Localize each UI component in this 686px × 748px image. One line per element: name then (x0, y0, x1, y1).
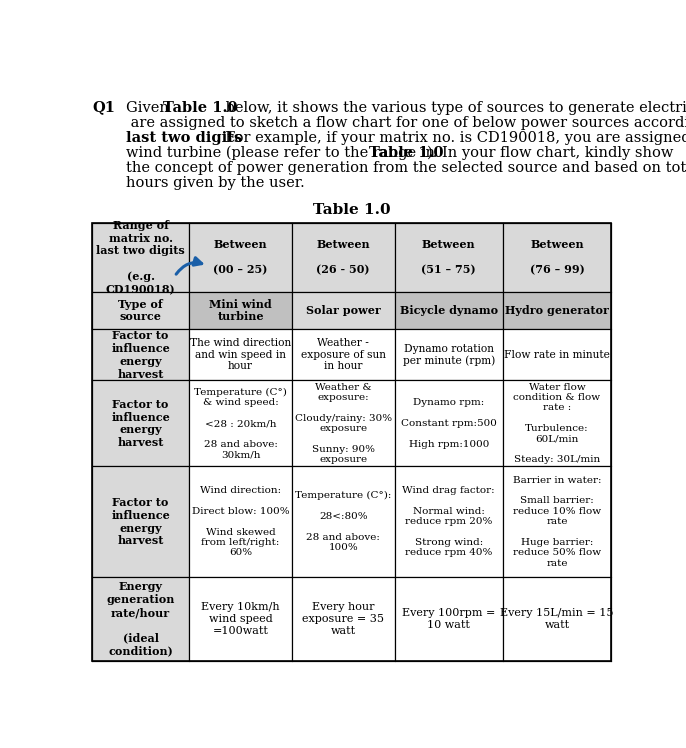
Bar (92, 329, 189, 381)
Text: Energy
generation
rate/hour

(ideal
condition): Energy generation rate/hour (ideal condi… (106, 581, 175, 657)
Bar (292, 329, 394, 381)
Bar (92, 381, 189, 467)
Text: Factor to
influence
energy
harvest: Factor to influence energy harvest (111, 497, 170, 546)
Text: Type of
source: Type of source (118, 298, 163, 322)
Text: . For example, if your matrix no. is CD190018, you are assigned to mini: . For example, if your matrix no. is CD1… (216, 131, 686, 144)
Bar (503, 292, 611, 329)
Bar (292, 577, 394, 661)
Text: Q1: Q1 (92, 100, 115, 114)
Text: are assigned to sketch a flow chart for one of below power sources according to : are assigned to sketch a flow chart for … (126, 115, 686, 129)
Text: Bicycle dynamo: Bicycle dynamo (400, 305, 498, 316)
Bar (292, 467, 394, 577)
Text: Given: Given (126, 100, 174, 114)
Text: Temperature (C°)
& wind speed:

<28 : 20km/h

28 and above:
30km/h: Temperature (C°) & wind speed: <28 : 20k… (194, 387, 287, 459)
Text: Between

(76 – 99): Between (76 – 99) (530, 239, 584, 275)
Bar (394, 467, 503, 577)
Text: Weather -
exposure of sun
in hour: Weather - exposure of sun in hour (300, 338, 386, 372)
Bar (92, 223, 189, 292)
Text: Flow rate in minute: Flow rate in minute (504, 350, 610, 360)
Text: Every hour
exposure = 35
watt: Every hour exposure = 35 watt (303, 602, 384, 636)
Text: Wind drag factor:

Normal wind:
reduce rpm 20%

Strong wind:
reduce rpm 40%: Wind drag factor: Normal wind: reduce rp… (403, 486, 495, 557)
Text: last two digits: last two digits (126, 131, 242, 144)
Text: Table 1.0: Table 1.0 (163, 100, 237, 114)
Text: Table 1.0: Table 1.0 (369, 146, 444, 159)
Text: The wind direction
and win speed in
hour: The wind direction and win speed in hour (190, 338, 291, 372)
Text: Temperature (C°):

28<:80%

28 and above:
100%: Temperature (C°): 28<:80% 28 and above: … (295, 491, 392, 552)
Bar (503, 381, 611, 467)
Text: wind turbine (please refer to the range in: wind turbine (please refer to the range … (126, 146, 440, 160)
Bar (189, 292, 292, 329)
Bar (503, 223, 611, 292)
Text: Factor to
influence
energy
harvest: Factor to influence energy harvest (111, 399, 170, 448)
Text: Weather &
exposure:

Cloudy/rainy: 30%
exposure

Sunny: 90%
exposure: Weather & exposure: Cloudy/rainy: 30% ex… (295, 382, 392, 465)
Bar (503, 467, 611, 577)
Bar (394, 329, 503, 381)
Bar (189, 381, 292, 467)
Bar (394, 577, 503, 661)
Text: Between

(51 – 75): Between (51 – 75) (421, 239, 476, 275)
Bar (292, 381, 394, 467)
Text: Dynamo rotation
per minute (rpm): Dynamo rotation per minute (rpm) (403, 344, 495, 366)
Text: hours given by the user.: hours given by the user. (126, 176, 305, 189)
Text: Water flow
condition & flow
rate :

Turbulence:
60L/min

Steady: 30L/min: Water flow condition & flow rate : Turbu… (514, 382, 601, 465)
Text: Between

(26 - 50): Between (26 - 50) (316, 239, 370, 275)
Text: Dynamo rpm:

Constant rpm:500

High rpm:1000: Dynamo rpm: Constant rpm:500 High rpm:10… (401, 398, 497, 449)
Text: Hydro generator: Hydro generator (505, 305, 609, 316)
Bar (189, 467, 292, 577)
Bar (394, 223, 503, 292)
Bar (92, 292, 189, 329)
Bar (292, 292, 394, 329)
Bar (92, 223, 611, 661)
Text: Every 15L/min = 15
watt: Every 15L/min = 15 watt (500, 608, 614, 630)
Text: Factor to
influence
energy
harvest: Factor to influence energy harvest (111, 330, 170, 379)
Text: Between

(00 – 25): Between (00 – 25) (213, 239, 268, 275)
Text: ). In your flow chart, kindly show: ). In your flow chart, kindly show (427, 146, 673, 160)
Bar (394, 381, 503, 467)
Text: Every 10km/h
wind speed
=100watt: Every 10km/h wind speed =100watt (201, 602, 280, 636)
Text: Range of
matrix no.
last two digits

(e.g.
CD190018): Range of matrix no. last two digits (e.g… (96, 220, 185, 295)
Bar (189, 577, 292, 661)
Text: Mini wind
turbine: Mini wind turbine (209, 298, 272, 322)
Bar (394, 292, 503, 329)
Text: Barrier in water:

Small barrier:
reduce 10% flow
rate

Huge barrier:
reduce 50%: Barrier in water: Small barrier: reduce … (513, 476, 602, 568)
Bar (189, 329, 292, 381)
Bar (503, 577, 611, 661)
Bar (189, 223, 292, 292)
Text: below, it shows the various type of sources to generate electric power. You: below, it shows the various type of sour… (221, 100, 686, 114)
Text: Wind direction:

Direct blow: 100%

Wind skewed
from left/right:
60%: Wind direction: Direct blow: 100% Wind s… (191, 486, 289, 557)
Text: Solar power: Solar power (306, 305, 381, 316)
Text: Every 100rpm =
10 watt: Every 100rpm = 10 watt (402, 608, 495, 630)
Bar (292, 223, 394, 292)
Bar (92, 577, 189, 661)
Text: Table 1.0: Table 1.0 (313, 203, 390, 217)
Bar (92, 467, 189, 577)
Text: the concept of power generation from the selected source and based on total oper: the concept of power generation from the… (126, 161, 686, 174)
Bar (503, 329, 611, 381)
